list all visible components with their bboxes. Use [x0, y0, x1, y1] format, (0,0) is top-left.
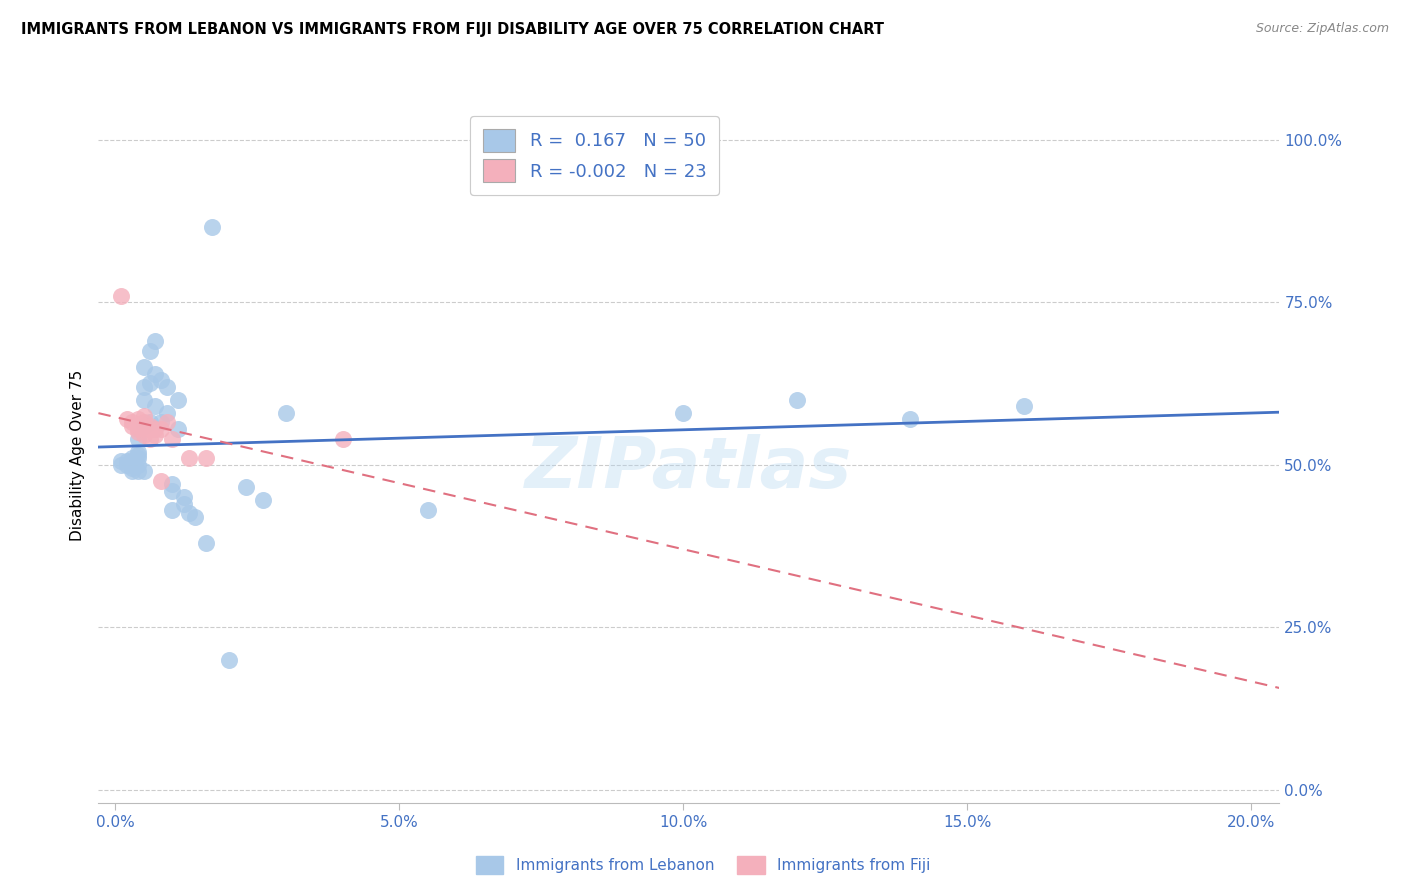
Point: [416, 503, 439, 517]
Point: [274, 406, 297, 420]
Point: [332, 432, 354, 446]
Point: [167, 422, 190, 436]
Y-axis label: Disability Age Over 75: Disability Age Over 75: [70, 369, 86, 541]
Point: [138, 376, 160, 391]
Point: [179, 451, 201, 466]
Point: [127, 451, 149, 466]
Point: [162, 477, 183, 491]
Point: [162, 503, 183, 517]
Point: [672, 406, 695, 420]
Point: [138, 418, 160, 433]
Point: [201, 220, 224, 235]
Point: [121, 416, 143, 430]
Point: [162, 432, 183, 446]
Point: [138, 422, 160, 436]
Point: [149, 416, 172, 430]
Point: [155, 379, 177, 393]
Point: [138, 343, 160, 358]
Point: [121, 451, 143, 466]
Point: [132, 360, 155, 375]
Point: [127, 464, 149, 478]
Point: [195, 451, 218, 466]
Point: [184, 509, 207, 524]
Point: [143, 334, 166, 348]
Point: [121, 461, 143, 475]
Point: [110, 288, 132, 302]
Point: [149, 474, 172, 488]
Point: [143, 422, 166, 436]
Point: [138, 416, 160, 430]
Point: [127, 412, 149, 426]
Text: ZIPatlas: ZIPatlas: [526, 434, 852, 503]
Point: [115, 454, 138, 468]
Point: [127, 425, 149, 439]
Point: [143, 367, 166, 381]
Point: [132, 409, 155, 423]
Point: [115, 412, 138, 426]
Legend: R =  0.167   N = 50, R = -0.002   N = 23: R = 0.167 N = 50, R = -0.002 N = 23: [470, 116, 718, 195]
Point: [121, 458, 143, 472]
Point: [173, 497, 195, 511]
Point: [195, 535, 218, 549]
Point: [127, 432, 149, 446]
Point: [235, 480, 257, 494]
Point: [173, 490, 195, 504]
Point: [132, 392, 155, 407]
Point: [132, 428, 155, 442]
Point: [115, 458, 138, 472]
Point: [132, 418, 155, 433]
Point: [900, 412, 922, 426]
Point: [149, 373, 172, 387]
Point: [143, 399, 166, 413]
Point: [121, 464, 143, 478]
Point: [167, 392, 190, 407]
Point: [155, 416, 177, 430]
Point: [218, 653, 240, 667]
Point: [127, 422, 149, 436]
Point: [143, 428, 166, 442]
Point: [127, 458, 149, 472]
Point: [132, 464, 155, 478]
Point: [127, 418, 149, 433]
Point: [121, 454, 143, 468]
Point: [138, 432, 160, 446]
Legend: Immigrants from Lebanon, Immigrants from Fiji: Immigrants from Lebanon, Immigrants from…: [470, 850, 936, 880]
Point: [121, 418, 143, 433]
Point: [127, 444, 149, 458]
Point: [252, 493, 274, 508]
Point: [110, 458, 132, 472]
Point: [110, 454, 132, 468]
Point: [786, 392, 808, 407]
Point: [149, 422, 172, 436]
Point: [1012, 399, 1035, 413]
Point: [179, 507, 201, 521]
Point: [162, 483, 183, 498]
Text: IMMIGRANTS FROM LEBANON VS IMMIGRANTS FROM FIJI DISABILITY AGE OVER 75 CORRELATI: IMMIGRANTS FROM LEBANON VS IMMIGRANTS FR…: [21, 22, 884, 37]
Point: [132, 416, 155, 430]
Point: [132, 379, 155, 393]
Point: [127, 448, 149, 462]
Text: Source: ZipAtlas.com: Source: ZipAtlas.com: [1256, 22, 1389, 36]
Point: [155, 406, 177, 420]
